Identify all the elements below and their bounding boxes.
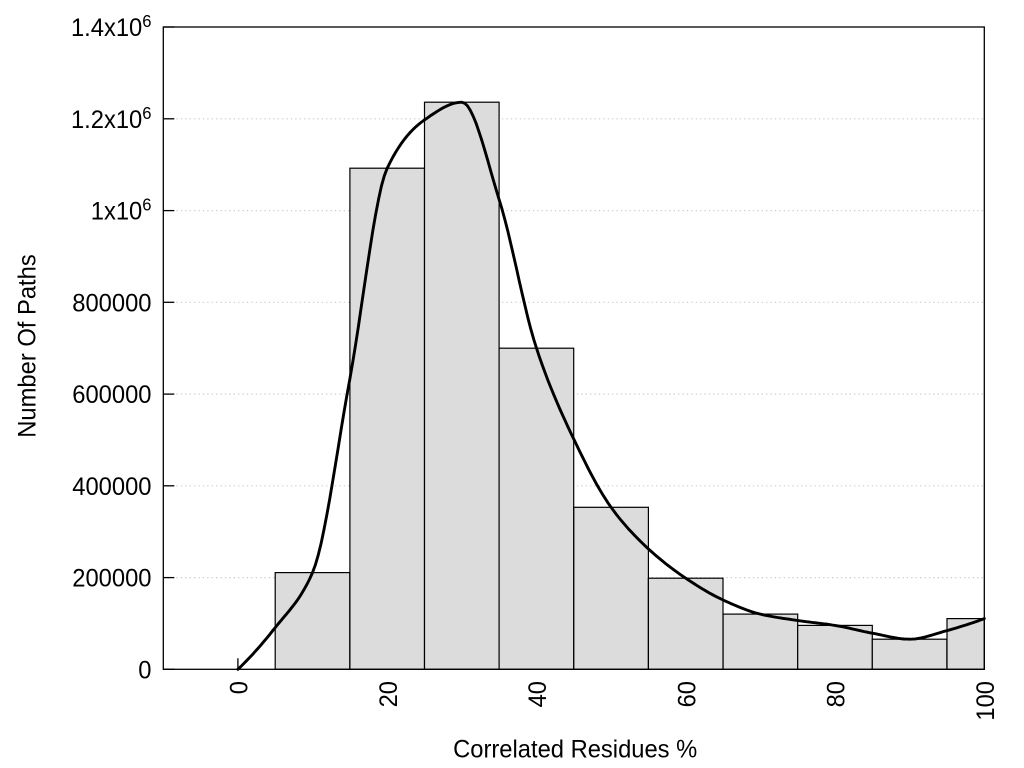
svg-text:80: 80	[823, 681, 851, 707]
svg-text:20: 20	[375, 681, 403, 707]
svg-text:Correlated Residues %: Correlated Residues %	[453, 736, 697, 764]
svg-text:60: 60	[674, 681, 702, 707]
svg-text:0: 0	[138, 657, 151, 685]
svg-text:400000: 400000	[72, 473, 151, 501]
svg-text:1x106: 1x106	[91, 195, 152, 226]
svg-text:Number Of Paths: Number Of Paths	[14, 254, 42, 437]
svg-text:200000: 200000	[72, 565, 151, 593]
svg-text:0: 0	[226, 681, 254, 694]
svg-text:600000: 600000	[72, 382, 151, 410]
svg-text:1.2x106: 1.2x106	[71, 103, 152, 134]
svg-text:800000: 800000	[72, 290, 151, 318]
svg-text:40: 40	[525, 681, 553, 707]
svg-text:100: 100	[972, 681, 1000, 721]
svg-text:1.4x106: 1.4x106	[71, 12, 152, 43]
